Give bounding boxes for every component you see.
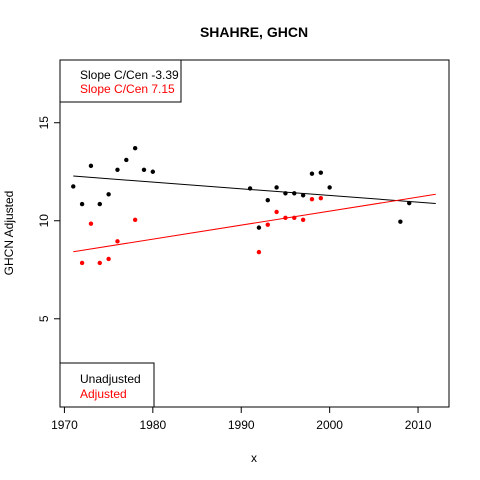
point-unadjusted bbox=[265, 197, 270, 203]
point-unadjusted bbox=[106, 192, 111, 197]
point-unadjusted bbox=[247, 186, 253, 191]
point-adjusted bbox=[274, 209, 279, 215]
y-tick-label: 15 bbox=[37, 116, 51, 130]
point-unadjusted bbox=[407, 200, 412, 206]
legend-entry-adjusted: Adjusted bbox=[80, 387, 127, 401]
legend-entry-unadjusted: Unadjusted bbox=[80, 372, 141, 386]
point-unadjusted bbox=[97, 201, 102, 207]
point-unadjusted bbox=[327, 185, 332, 190]
y-axis: 5 10 15 bbox=[37, 116, 61, 322]
x-tick-label: 1970 bbox=[51, 418, 78, 432]
point-unadjusted bbox=[124, 157, 129, 163]
point-adjusted bbox=[97, 260, 102, 266]
y-axis-label: GHCN Adjusted bbox=[2, 191, 16, 276]
point-unadjusted bbox=[88, 163, 94, 169]
slope-annotation-box: Slope C/Cen -3.39 Slope C/Cen 7.15 bbox=[59, 59, 182, 103]
point-unadjusted bbox=[115, 167, 120, 172]
legend-frame bbox=[59, 362, 155, 408]
x-tick-label: 2010 bbox=[405, 418, 432, 432]
point-adjusted bbox=[115, 239, 120, 244]
point-unadjusted bbox=[300, 193, 306, 198]
point-unadjusted bbox=[150, 169, 156, 174]
annotation-slope-adjusted: Slope C/Cen 7.15 bbox=[80, 82, 175, 96]
point-adjusted bbox=[132, 217, 138, 222]
point-adjusted bbox=[300, 217, 306, 222]
trend-lines bbox=[73, 175, 436, 253]
point-adjusted bbox=[88, 221, 94, 226]
point-adjusted bbox=[256, 249, 262, 255]
point-unadjusted bbox=[398, 219, 403, 224]
x-axis-label: x bbox=[251, 451, 257, 465]
legend: Unadjusted Adjusted bbox=[59, 362, 155, 408]
point-unadjusted bbox=[141, 167, 147, 172]
chart-title: SHAHRE, GHCN bbox=[200, 24, 308, 40]
y-tick-label: 5 bbox=[37, 315, 51, 322]
point-unadjusted bbox=[71, 184, 76, 189]
point-unadjusted bbox=[292, 191, 297, 196]
point-adjusted bbox=[265, 222, 270, 227]
point-adjusted bbox=[283, 215, 288, 221]
data-points bbox=[71, 146, 412, 266]
point-adjusted bbox=[318, 196, 324, 201]
annotation-box-frame bbox=[59, 59, 182, 103]
x-tick-label: 1990 bbox=[228, 418, 255, 432]
annotation-slope-unadjusted: Slope C/Cen -3.39 bbox=[80, 68, 179, 82]
point-adjusted bbox=[309, 196, 315, 202]
trend-line-adjusted bbox=[73, 193, 436, 253]
trend-line-unadjusted bbox=[73, 175, 436, 205]
x-tick-label: 1980 bbox=[139, 418, 166, 432]
point-unadjusted bbox=[309, 171, 315, 176]
point-unadjusted bbox=[274, 185, 279, 190]
point-unadjusted bbox=[79, 201, 85, 207]
point-adjusted bbox=[79, 260, 85, 266]
point-unadjusted bbox=[132, 146, 138, 151]
point-adjusted bbox=[106, 256, 111, 262]
point-unadjusted bbox=[256, 225, 262, 230]
x-tick-label: 2000 bbox=[316, 418, 343, 432]
point-adjusted bbox=[292, 215, 297, 221]
y-tick-label: 10 bbox=[37, 214, 51, 228]
point-unadjusted bbox=[318, 170, 324, 175]
point-unadjusted bbox=[283, 191, 288, 196]
